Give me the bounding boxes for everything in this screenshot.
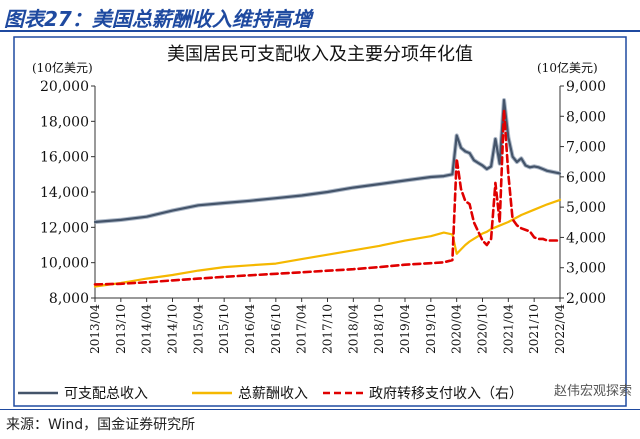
y-tick-label-right: 4,000 xyxy=(566,230,606,246)
series-line-casing xyxy=(94,97,561,225)
x-tick-label: 2016/10 xyxy=(269,304,283,354)
x-tick-label: 2020/04 xyxy=(450,304,464,354)
y-tick-label-right: 9,000 xyxy=(566,79,606,95)
x-tick-label: 2018/04 xyxy=(346,304,360,354)
x-tick-label: 2021/04 xyxy=(501,304,515,354)
figure-title: 图表27：美国总薪酬收入维持高增 xyxy=(4,7,312,31)
x-tick-label: 2019/10 xyxy=(424,304,438,354)
y-tick-label-right: 6,000 xyxy=(566,170,606,186)
legend-label: 政府转移支付收入（右） xyxy=(369,386,523,402)
x-tick-label: 2017/04 xyxy=(295,304,309,354)
series-line xyxy=(93,198,562,288)
x-tick-label: 2013/10 xyxy=(114,304,128,354)
series-line xyxy=(93,98,562,224)
x-tick-label: 2016/04 xyxy=(243,304,257,354)
header-rule xyxy=(0,30,640,32)
axes: 8,000 10,000 12,000 14,000 16,000 18,000 20,00… xyxy=(40,79,606,354)
chart-frame xyxy=(13,36,627,407)
x-tick-label: 2014/04 xyxy=(140,304,154,354)
y-tick-label-left: 16,000 xyxy=(40,150,89,166)
x-tick-label: 2018/10 xyxy=(372,304,386,354)
legend-label: 总薪酬收入 xyxy=(238,386,308,402)
y-tick-label-right: 3,000 xyxy=(566,261,606,277)
x-tick-label: 2022/04 xyxy=(553,304,567,354)
x-tick-label: 2015/04 xyxy=(191,304,205,354)
y-tick-label-left: 14,000 xyxy=(40,185,89,201)
x-tick-label: 2015/10 xyxy=(217,304,231,354)
y-tick-label-left: 12,000 xyxy=(40,220,89,236)
y-tick-label-left: 8,000 xyxy=(49,291,89,307)
x-tick-label: 2021/10 xyxy=(527,304,541,354)
source-note: 来源：Wind，国金证券研究所 xyxy=(6,417,196,433)
x-tick-label: 2020/10 xyxy=(476,304,490,354)
y-tick-label-right: 8,000 xyxy=(566,109,606,125)
x-tick-label: 2019/04 xyxy=(398,304,412,354)
chart-title: 美国居民可支配收入及主要分项年化值 xyxy=(167,44,473,65)
x-tick-label: 2013/04 xyxy=(88,304,102,354)
x-tick-label: 2017/10 xyxy=(321,304,335,354)
legend-label: 可支配总收入 xyxy=(64,386,148,402)
x-tick-label: 2014/10 xyxy=(166,304,180,354)
y-tick-label-right: 5,000 xyxy=(566,200,606,216)
y-tick-label-right: 2,000 xyxy=(566,291,606,307)
legend: 可支配总收入 总薪酬收入 政府转移支付收入（右） xyxy=(18,386,523,402)
y-tick-label-right: 7,000 xyxy=(566,140,606,156)
y-axis-label-right: (10亿美元) xyxy=(537,60,598,75)
series-lines xyxy=(93,97,562,288)
source-rule xyxy=(0,409,640,410)
y-tick-label-left: 18,000 xyxy=(40,114,89,130)
y-tick-label-left: 20,000 xyxy=(40,79,89,95)
watermark: 赵伟宏观探索 xyxy=(553,384,632,399)
y-tick-label-left: 10,000 xyxy=(40,256,89,272)
figure-header: 图表27：美国总薪酬收入维持高增 xyxy=(0,0,640,32)
y-axis-label-left: (10亿美元) xyxy=(32,60,93,75)
series-line xyxy=(93,108,562,286)
